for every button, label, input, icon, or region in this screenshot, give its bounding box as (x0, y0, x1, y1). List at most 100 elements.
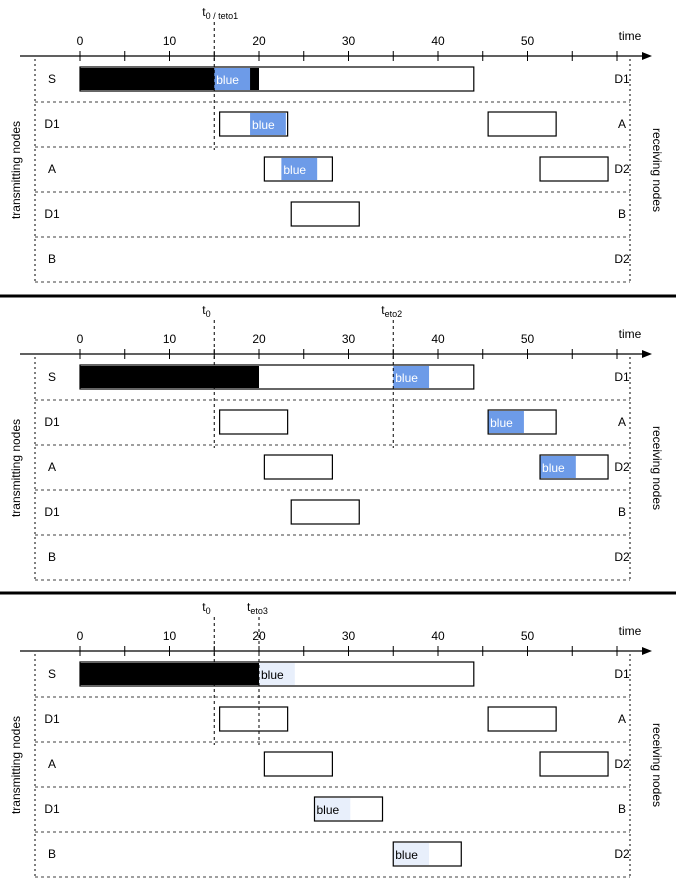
row-1: S D1 red blue (48, 364, 630, 390)
blue-fill (250, 113, 286, 135)
transmitting-nodes-label: transmitting nodes (9, 716, 23, 814)
row-3: A D2 (48, 751, 630, 777)
blue-fill (488, 411, 524, 433)
slot-box (263, 156, 333, 182)
panel-2: time 0 10 20 30 40 50 transmitting nodes receivi… (9, 303, 664, 582)
slot-box (219, 111, 289, 137)
tick-label: 50 (521, 629, 535, 643)
marker-label: teto3 (247, 600, 268, 616)
slot-box (487, 706, 557, 732)
tx-node-label: S (48, 72, 56, 86)
axis-unit-label: time (619, 327, 642, 341)
tx-node-label: D1 (44, 117, 60, 131)
row-5: B D2 (48, 252, 630, 266)
receiving-nodes-label: receiving nodes (650, 426, 664, 510)
panel-1: time 0 10 20 30 40 50 transmitting nodes receivi… (9, 5, 664, 284)
tick-label: 20 (252, 34, 266, 48)
row-5: B D2 (48, 550, 630, 564)
blue-label: blue (490, 416, 513, 430)
red-label: red (161, 68, 178, 82)
red-label: red (161, 663, 178, 677)
rx-node-label: D1 (614, 667, 630, 681)
blue-label: blue (216, 73, 239, 87)
tx-node-label: B (48, 847, 56, 861)
tick-label: 40 (431, 629, 445, 643)
blue-fill (214, 68, 251, 90)
slot-box (219, 409, 289, 435)
slot-box (263, 751, 333, 777)
tick-label: 10 (163, 332, 177, 346)
marker-label: t0 (202, 600, 210, 616)
rx-node-label: D1 (614, 72, 630, 86)
blue-label: blue (395, 371, 418, 385)
slot-box (79, 66, 475, 92)
row-3: A D2 blue (48, 156, 630, 182)
rx-node-label: D2 (614, 757, 630, 771)
blue-label: blue (283, 163, 306, 177)
row-1: S D1 red blue (48, 661, 630, 687)
rx-node-label: B (618, 505, 626, 519)
blue-fill (540, 456, 576, 478)
row-4: D1 B (44, 201, 626, 227)
slot-box (79, 661, 475, 687)
slot-box (219, 706, 289, 732)
row-3: A D2 blue (48, 454, 630, 480)
slot-box (539, 156, 609, 182)
slot-box (79, 364, 475, 390)
tx-node-label: D1 (44, 207, 60, 221)
rx-node-label: D1 (614, 370, 630, 384)
slot-box (290, 499, 360, 525)
tick-label: 40 (431, 332, 445, 346)
tick-label: 50 (521, 34, 535, 48)
rx-node-label: D2 (614, 460, 630, 474)
blue-label: blue (252, 118, 275, 132)
tx-node-label: B (48, 550, 56, 564)
tick-label: 30 (342, 34, 356, 48)
transmitting-nodes-label: transmitting nodes (9, 419, 23, 517)
blue-fill (259, 663, 295, 685)
blue-label: blue (316, 803, 339, 817)
rx-node-label: D2 (614, 847, 630, 861)
blue-fill (393, 366, 430, 388)
tick-label: 10 (163, 629, 177, 643)
red-label: red (161, 366, 178, 380)
row-2: D1 A (44, 706, 626, 732)
slot-box (539, 751, 609, 777)
tx-node-label: D1 (44, 712, 60, 726)
tx-node-label: A (48, 460, 56, 474)
rx-node-label: A (618, 415, 626, 429)
slot-box (539, 454, 609, 480)
axis-arrow-icon (642, 647, 652, 655)
blue-fill (281, 158, 318, 180)
tick-label: 10 (163, 34, 177, 48)
blue-label: blue (395, 848, 418, 862)
blue-label: blue (261, 668, 284, 682)
blue-fill (393, 843, 430, 865)
tx-node-label: D1 (44, 505, 60, 519)
rx-node-label: B (618, 207, 626, 221)
tx-node-label: B (48, 252, 56, 266)
rx-node-label: D2 (614, 252, 630, 266)
tick-label: 0 (77, 629, 84, 643)
rx-node-label: A (618, 117, 626, 131)
rx-node-label: D2 (614, 550, 630, 564)
row-1: S D1 red blue (48, 66, 630, 92)
tx-node-label: D1 (44, 802, 60, 816)
slot-box (290, 201, 360, 227)
marker-label: t0 / teto1 (202, 5, 238, 21)
tick-label: 0 (77, 34, 84, 48)
tick-label: 30 (342, 332, 356, 346)
rx-node-label: D2 (614, 162, 630, 176)
tx-node-label: A (48, 162, 56, 176)
tick-label: 0 (77, 332, 84, 346)
tick-label: 50 (521, 332, 535, 346)
tx-node-label: D1 (44, 415, 60, 429)
tick-label: 30 (342, 629, 356, 643)
blue-label: blue (542, 461, 565, 475)
receiving-nodes-label: receiving nodes (650, 128, 664, 212)
tx-node-label: S (48, 370, 56, 384)
axis-unit-label: time (619, 624, 642, 638)
